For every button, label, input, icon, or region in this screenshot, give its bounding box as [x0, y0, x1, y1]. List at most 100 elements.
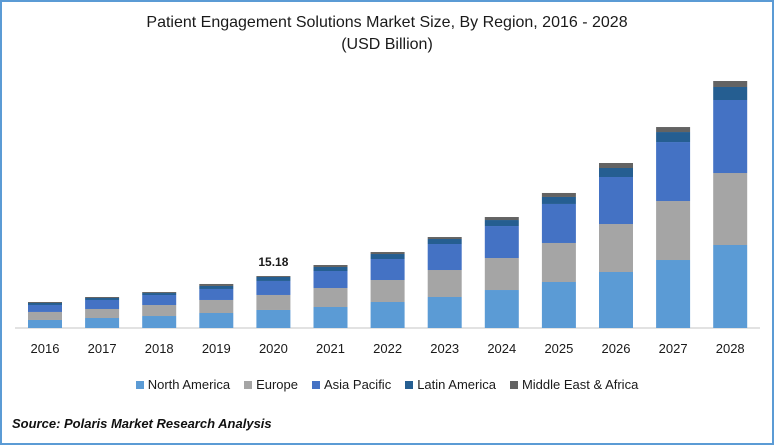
bar-segment-2019-asia-pacific — [199, 288, 234, 300]
bar-segment-2023-north-america — [427, 297, 462, 328]
bar-segment-2022-latin-america — [370, 254, 405, 260]
x-tick-label: 2026 — [602, 341, 631, 356]
bar-segment-2016-middle-east-africa — [28, 302, 62, 303]
bar-segment-2018-europe — [142, 305, 177, 317]
bar-segment-2028-asia-pacific — [713, 100, 748, 174]
chart-title-main: Patient Engagement Solutions Market Size… — [146, 14, 628, 31]
bar-segment-2020-europe — [256, 294, 291, 310]
bar-segment-2020-latin-america — [256, 276, 291, 281]
legend-label: Asia Pacific — [324, 377, 392, 392]
bar-segment-2020-north-america — [256, 309, 291, 328]
bar-segment-2027-europe — [656, 201, 691, 261]
bar-segment-2025-europe — [541, 242, 576, 282]
x-tick-label: 2024 — [487, 341, 516, 356]
bar-segment-2018-north-america — [142, 316, 177, 328]
bar-segment-2018-middle-east-africa — [142, 292, 177, 294]
bar-segment-2021-north-america — [313, 307, 348, 328]
bar-segment-2018-asia-pacific — [142, 295, 177, 306]
bar-segment-2023-middle-east-africa — [427, 237, 462, 240]
bars-group — [28, 81, 748, 328]
bar-segment-2016-asia-pacific — [28, 304, 62, 312]
bar-segment-2026-middle-east-africa — [599, 163, 633, 169]
bar-segment-2028-middle-east-africa — [713, 81, 748, 87]
bar-segment-2021-middle-east-africa — [313, 265, 348, 267]
legend-swatch — [312, 380, 320, 389]
bar-segment-2018-latin-america — [142, 293, 177, 296]
bar-segment-2028-europe — [713, 173, 748, 246]
bar-segment-2020-middle-east-africa — [256, 276, 291, 277]
bar-segment-2027-middle-east-africa — [656, 127, 691, 133]
bar-segment-2027-north-america — [656, 260, 691, 328]
legend: North America Europe Asia Pacific Latin Ame… — [2, 377, 772, 392]
bar-segment-2017-europe — [85, 308, 120, 318]
bar-segment-2026-north-america — [599, 271, 633, 328]
bar-segment-2024-north-america — [484, 290, 519, 328]
bar-segment-2024-europe — [484, 258, 519, 291]
bar-segment-2027-asia-pacific — [656, 142, 691, 202]
bar-segment-2021-latin-america — [313, 266, 348, 272]
chart-subtitle: (USD Billion) — [341, 36, 433, 53]
bar-segment-2021-asia-pacific — [313, 271, 348, 288]
x-tick-label: 2022 — [373, 341, 402, 356]
bar-segment-2022-asia-pacific — [370, 259, 405, 281]
bar-segment-2025-asia-pacific — [541, 203, 576, 243]
bar-segment-2023-asia-pacific — [427, 244, 462, 271]
legend-item-europe: Europe — [244, 377, 298, 392]
bar-segment-2016-latin-america — [28, 302, 62, 305]
x-tick-label: 2020 — [259, 341, 288, 356]
legend-label: Europe — [256, 377, 298, 392]
x-tick-label: 2023 — [430, 341, 459, 356]
bar-segment-2022-middle-east-africa — [370, 252, 405, 255]
annotations: 15.18 — [258, 255, 288, 269]
bar-segment-2022-europe — [370, 280, 405, 303]
x-tick-label: 2027 — [659, 341, 688, 356]
bar-segment-2016-europe — [28, 311, 62, 320]
bar-segment-2019-latin-america — [199, 285, 234, 289]
bar-segment-2023-europe — [427, 270, 462, 298]
bar-segment-2025-latin-america — [541, 196, 576, 204]
bar-segment-2025-middle-east-africa — [541, 192, 576, 197]
bar-segment-2026-asia-pacific — [599, 177, 633, 225]
legend-swatch — [244, 380, 253, 389]
x-tick-label: 2016 — [31, 341, 60, 356]
legend-swatch — [509, 380, 518, 389]
bar-segment-2016-north-america — [28, 319, 62, 328]
bar-segment-2019-north-america — [199, 312, 234, 328]
bar-segment-2023-latin-america — [427, 239, 462, 245]
legend-item-asia-pacific: Asia Pacific — [312, 377, 391, 392]
bar-segment-2024-asia-pacific — [484, 226, 519, 259]
x-tick-label: 2018 — [145, 341, 174, 356]
bar-segment-2017-latin-america — [85, 297, 120, 300]
legend-item-latin-america: Latin America — [405, 377, 496, 392]
x-tick-labels: 2016 2017 2018 2019 2020 2021 2022 2023 2024 2025… — [31, 341, 745, 356]
bar-segment-2017-middle-east-africa — [85, 297, 120, 298]
bar-segment-2026-europe — [599, 224, 633, 272]
legend-label: Middle East & Africa — [521, 377, 639, 392]
x-tick-label: 2025 — [544, 341, 573, 356]
x-tick-label: 2021 — [316, 341, 345, 356]
bar-segment-2027-latin-america — [656, 132, 691, 143]
bar-segment-2019-middle-east-africa — [199, 283, 234, 286]
bar-segment-2021-europe — [313, 287, 348, 308]
bar-segment-2017-asia-pacific — [85, 299, 120, 309]
bar-segment-2017-north-america — [85, 317, 120, 328]
bar-segment-2024-middle-east-africa — [484, 217, 519, 221]
bar-segment-2025-north-america — [541, 281, 576, 328]
legend-item-north-america: North America — [135, 377, 231, 392]
legend-swatch — [405, 380, 414, 389]
legend-item-middle-east-africa: Middle East & Africa — [509, 377, 639, 392]
x-tick-label: 2017 — [88, 341, 117, 356]
data-label-2020: 15.18 — [258, 255, 288, 269]
bar-segment-2022-north-america — [370, 302, 405, 328]
x-tick-label: 2019 — [202, 341, 231, 356]
bar-segment-2020-asia-pacific — [256, 280, 291, 295]
source-note: Source: Polaris Market Research Analysis — [12, 416, 272, 431]
legend-label: North America — [147, 377, 231, 392]
bar-segment-2026-latin-america — [599, 168, 633, 178]
bar-segment-2028-north-america — [713, 245, 748, 328]
x-tick-label: 2028 — [716, 341, 745, 356]
legend-swatch — [135, 380, 144, 389]
bar-segment-2019-europe — [199, 299, 234, 313]
